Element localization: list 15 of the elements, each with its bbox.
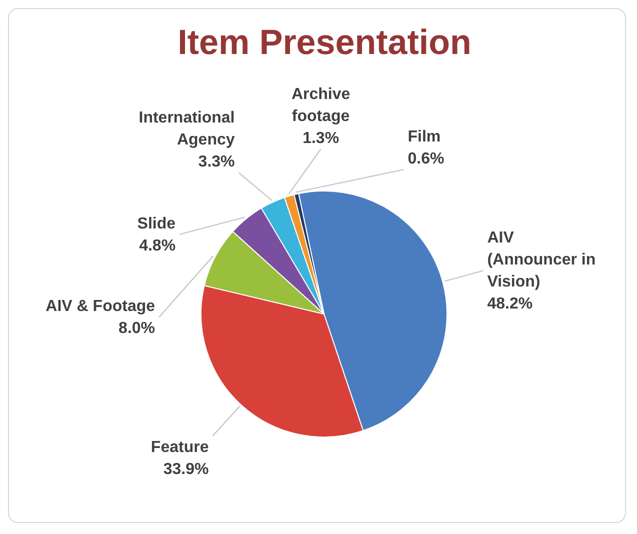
data-label: 33.9% — [163, 460, 209, 478]
data-label: 3.3% — [198, 154, 235, 171]
slice-label: AIV (Announcer in Vision) — [487, 230, 596, 291]
slice-label: Feature — [150, 438, 209, 456]
slice-label: Archive footage — [291, 86, 350, 126]
data-label: 8.0% — [118, 320, 156, 338]
data-label: 0.6% — [408, 150, 444, 168]
data-label: 4.8% — [139, 237, 176, 254]
slice-label: International Agency — [138, 110, 235, 149]
data-label: 1.3% — [302, 130, 340, 148]
slice-label: AIV & Footage — [46, 298, 156, 316]
slice-label: Slide — [137, 215, 176, 232]
chart-title: Item Presentation — [178, 23, 472, 62]
slice-label: Film — [408, 128, 441, 146]
data-label: 48.2% — [487, 296, 533, 313]
